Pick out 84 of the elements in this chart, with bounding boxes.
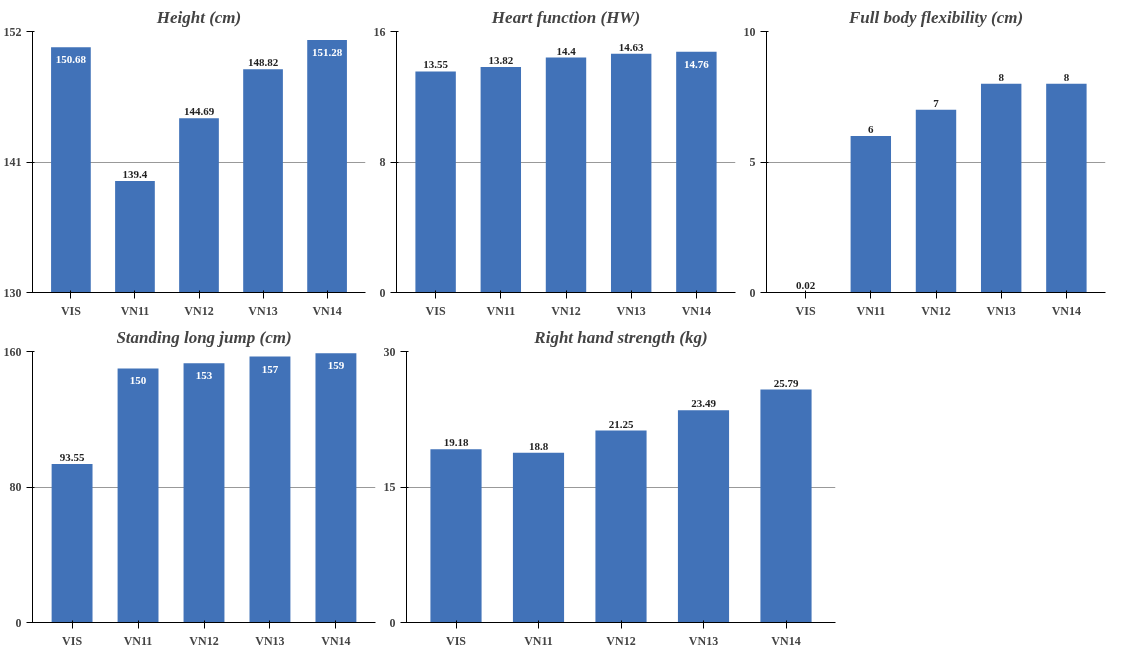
bar — [249, 356, 291, 623]
y-tick-label: 0 — [749, 285, 756, 300]
x-tick-label: VN14 — [321, 633, 351, 648]
data-label: 8 — [998, 70, 1005, 83]
x-tick-label: VIS — [795, 303, 816, 318]
data-label: 6 — [868, 122, 875, 135]
y-tick-label: 141 — [3, 155, 22, 169]
x-tick-label: VN13 — [248, 303, 278, 318]
data-label: 153 — [195, 369, 213, 382]
data-label: 93.55 — [59, 451, 85, 464]
data-label: 8 — [1063, 70, 1070, 83]
data-label: 159 — [327, 359, 345, 372]
data-label: 25.79 — [773, 376, 799, 389]
x-tick-label: VIS — [446, 633, 467, 648]
bar — [1046, 83, 1087, 293]
bar — [512, 452, 565, 623]
data-label: 13.55 — [423, 58, 449, 71]
x-tick-label: VIS — [62, 633, 83, 648]
data-label: 139.4 — [122, 167, 148, 180]
y-tick-label: 5 — [749, 155, 756, 169]
x-tick-label: VN12 — [921, 303, 951, 318]
data-label: 7 — [933, 96, 940, 109]
y-tick-label: 0 — [379, 285, 386, 300]
x-tick-label: VIS — [425, 303, 446, 318]
y-tick-label: 30 — [383, 344, 396, 359]
y-tick-label: 0 — [15, 615, 22, 630]
x-tick-label: VN14 — [312, 303, 342, 318]
bar — [315, 353, 357, 623]
x-tick-label: VN13 — [986, 303, 1016, 318]
x-tick-label: VN14 — [681, 303, 712, 318]
chart-title: Full body flexibility (cm) — [847, 7, 1024, 27]
data-label: 19.18 — [443, 436, 469, 449]
x-tick-label: VN11 — [123, 633, 153, 648]
bar — [117, 368, 159, 623]
x-tick-label: VN11 — [524, 633, 553, 648]
bar — [915, 109, 957, 293]
chart-title: Right hand strength (kg) — [533, 327, 708, 347]
chart-title: Standing long jump (cm) — [116, 327, 292, 347]
x-tick-label: VN14 — [1051, 303, 1082, 318]
x-tick-label: VN11 — [856, 303, 886, 318]
y-tick-label: 16 — [373, 24, 386, 39]
y-tick-label: 130 — [3, 285, 22, 300]
x-tick-label: VN11 — [486, 303, 516, 318]
bar — [850, 135, 892, 293]
y-tick-label: 10 — [743, 24, 756, 39]
x-tick-label: VIS — [60, 303, 82, 318]
bar — [677, 410, 730, 623]
y-tick-label: 8 — [379, 155, 386, 169]
x-tick-label: VN13 — [688, 633, 719, 648]
chart-title: Height (cm) — [155, 7, 242, 27]
y-tick-label: 152 — [3, 24, 22, 39]
y-tick-label: 80 — [9, 480, 22, 494]
data-label: 14.4 — [556, 44, 577, 57]
bar — [980, 83, 1022, 293]
bar — [760, 389, 812, 623]
bar — [183, 363, 225, 623]
bar — [430, 449, 482, 623]
data-label: 13.82 — [488, 54, 514, 67]
bar — [595, 430, 647, 623]
x-tick-label: VN13 — [616, 303, 646, 318]
y-tick-label: 160 — [3, 344, 22, 359]
x-tick-label: VN12 — [551, 303, 581, 318]
data-label: 14.76 — [684, 57, 710, 70]
data-label: 18.8 — [528, 439, 549, 452]
data-label: 150 — [129, 374, 147, 387]
y-tick-label: 15 — [383, 480, 396, 494]
data-label: 21.25 — [608, 417, 634, 430]
data-label: 23.49 — [691, 397, 717, 410]
x-tick-label: VN13 — [255, 633, 285, 648]
data-label: 144.69 — [183, 105, 215, 118]
data-label: 151.28 — [311, 46, 343, 59]
x-tick-label: VN14 — [771, 633, 801, 648]
x-tick-label: VN11 — [120, 303, 150, 318]
data-label: 157 — [261, 362, 279, 375]
x-tick-label: VN12 — [184, 303, 214, 318]
data-label: 148.82 — [247, 56, 279, 69]
x-tick-label: VN12 — [189, 633, 219, 648]
data-label: 14.63 — [618, 40, 645, 53]
y-tick-label: 0 — [389, 615, 396, 630]
data-label: 150.68 — [55, 53, 87, 66]
data-label: 0.02 — [795, 278, 816, 291]
bar — [51, 464, 93, 623]
chart-title: Heart function (HW) — [490, 7, 641, 27]
x-tick-label: VN12 — [606, 633, 636, 648]
